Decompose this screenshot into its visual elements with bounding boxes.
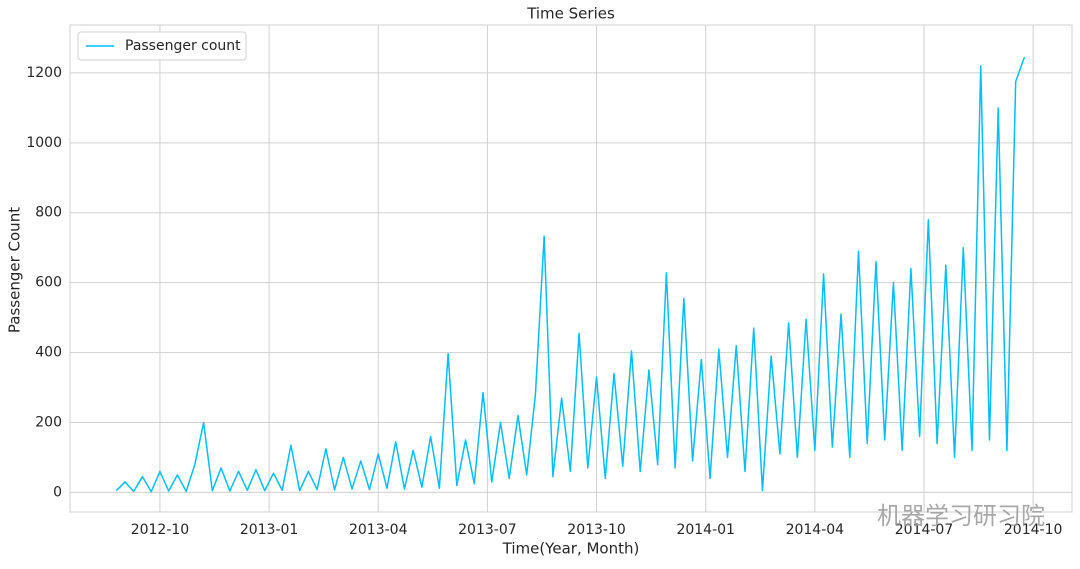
y-tick-label: 800 [35, 205, 62, 221]
x-tick-label: 2013-07 [458, 522, 517, 538]
x-tick-label: 2013-10 [567, 522, 626, 538]
y-tick-label: 1000 [26, 135, 62, 151]
x-tick-label: 2014-07 [895, 522, 954, 538]
watermark: 机器学习研习院 [877, 502, 1045, 530]
y-tick-label: 400 [35, 345, 62, 361]
y-tick-label: 600 [35, 275, 62, 291]
legend-box [77, 31, 247, 61]
y-tick-label: 1200 [26, 65, 62, 81]
x-tick-label: 2013-04 [349, 522, 408, 538]
legend-label: Passenger count [125, 38, 241, 54]
legend: Passenger count [77, 31, 247, 61]
x-tick-label: 2014-01 [676, 522, 735, 538]
y-tick-label: 0 [53, 484, 62, 500]
chart-title: Time Series [526, 5, 615, 23]
x-axis-label: Time(Year, Month) [502, 540, 640, 558]
plot-frame [69, 24, 1073, 513]
y-tick-label: 200 [35, 415, 62, 431]
y-axis-label: Passenger Count [6, 207, 24, 333]
x-tick-label: 2012-10 [131, 522, 190, 538]
series-line [115, 56, 1026, 493]
x-tick-label: 2014-10 [1004, 522, 1063, 538]
x-tick-label: 2014-04 [786, 522, 845, 538]
x-tick-label: 2013-01 [240, 522, 299, 538]
